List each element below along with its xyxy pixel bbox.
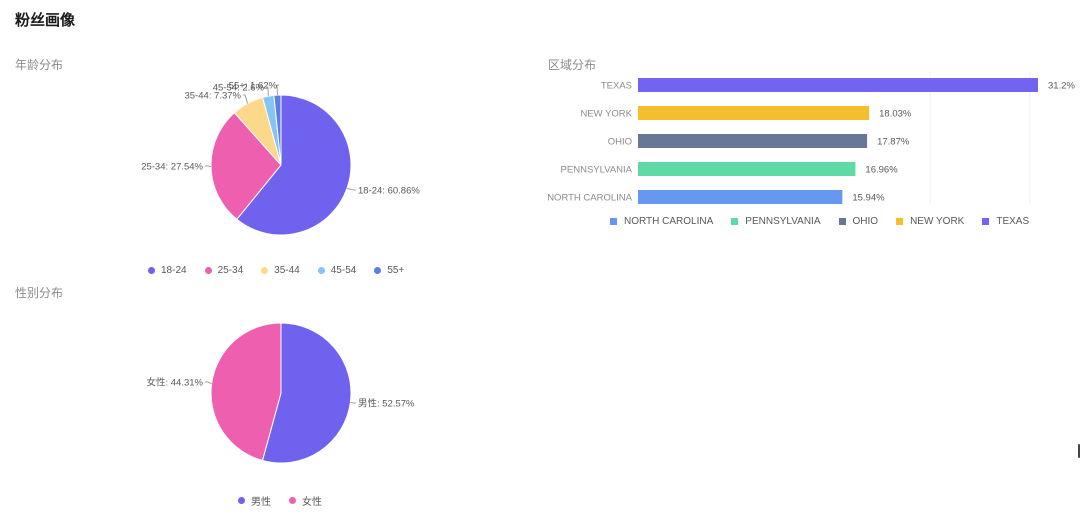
legend-marker	[148, 267, 155, 274]
legend-marker	[204, 267, 212, 274]
legend-label: 45-54	[330, 265, 357, 276]
age-legend-item-3[interactable]: 45-54	[317, 265, 357, 276]
gender-section-title: 性别分布	[15, 286, 64, 300]
legend-label: 男性	[251, 497, 271, 508]
age-slice-label-3: 45-54: 2.6%	[213, 83, 265, 94]
page-title: 粉丝画像	[15, 12, 76, 29]
legend-label: NEW YORK	[910, 216, 965, 227]
legend-marker	[317, 267, 325, 274]
age-section-title: 年龄分布	[15, 58, 64, 72]
legend-marker	[731, 218, 739, 225]
legend-marker	[374, 267, 382, 274]
legend-marker	[289, 497, 296, 504]
region-legend-item-2[interactable]: OHIO	[838, 216, 879, 227]
age-legend-item-2[interactable]: 35-44	[261, 265, 300, 276]
legend-marker	[261, 267, 269, 274]
region-category-label-0: TEXAS	[601, 81, 632, 92]
gender-legend-item-1[interactable]: 女性	[289, 493, 322, 508]
region-bar-1[interactable]	[638, 106, 870, 120]
age-slice-label-0: 18-24: 60.86%	[358, 186, 420, 197]
legend-marker	[238, 497, 245, 504]
region-value-label-4: 15.94%	[852, 193, 885, 204]
gender-leader-line-0	[350, 401, 356, 404]
age-slice-label-1: 25-34: 27.54%	[141, 162, 203, 173]
age-legend-item-1[interactable]: 25-34	[204, 265, 244, 276]
age-slice-label-4: 55+: 1.62%	[229, 81, 278, 92]
region-value-label-0: 31.2%	[1048, 81, 1075, 92]
gender-slice-1[interactable]	[210, 322, 282, 462]
region-legend-item-3[interactable]: NEW YORK	[896, 216, 964, 227]
legend-label: 55+	[387, 265, 405, 276]
legend-label: TEXAS	[996, 216, 1030, 227]
age-slice-label-2: 35-44: 7.37%	[184, 91, 241, 102]
gender-slice-label-1: 女性: 44.31%	[147, 377, 204, 389]
region-legend-item-1[interactable]: PENNSYLVANIA	[731, 216, 821, 227]
legend-label: 女性	[302, 497, 322, 508]
age-leader-line-4	[276, 84, 279, 96]
age-leader-line-3	[266, 86, 269, 97]
age-legend-item-0[interactable]: 18-24	[148, 265, 187, 276]
region-legend-item-0[interactable]: NORTH CAROLINA	[610, 216, 713, 227]
region-bar-3[interactable]	[638, 162, 856, 176]
age-slice-0[interactable]	[236, 94, 352, 236]
region-value-label-1: 18.03%	[879, 109, 912, 120]
legend-label: OHIO	[852, 216, 879, 227]
region-legend-item-4[interactable]: TEXAS	[982, 216, 1029, 227]
age-leader-line-1	[205, 165, 212, 167]
region-bar-0[interactable]	[638, 78, 1038, 92]
region-bar-4[interactable]	[638, 190, 843, 204]
region-category-label-1: NEW YORK	[580, 109, 632, 120]
region-category-label-3: PENNSYLVANIA	[561, 165, 633, 176]
gender-slice-label-0: 男性: 52.57%	[358, 398, 415, 410]
gender-slice-0[interactable]	[261, 322, 352, 464]
gender-leader-line-1	[205, 381, 212, 385]
legend-marker	[896, 218, 904, 225]
region-category-label-4: NORTH CAROLINA	[547, 193, 632, 204]
region-category-label-2: OHIO	[608, 137, 632, 148]
legend-marker	[982, 218, 990, 225]
legend-label: 35-44	[274, 265, 300, 276]
legend-label: PENNSYLVANIA	[745, 216, 821, 227]
age-leader-line-0	[346, 188, 356, 191]
legend-label: NORTH CAROLINA	[624, 216, 714, 227]
region-value-label-2: 17.87%	[877, 137, 910, 148]
age-legend: 18-24 25-34 35-44 45-54 55+	[148, 265, 422, 276]
scrollbar-thumb[interactable]	[1078, 444, 1080, 458]
age-leader-line-2	[243, 94, 249, 104]
region-legend: NORTH CAROLINA PENNSYLVANIA OHIO NEW YORK TE…	[610, 216, 1047, 227]
age-legend-item-4[interactable]: 55+	[374, 265, 404, 276]
legend-label: 25-34	[217, 265, 244, 276]
region-section-title: 区域分布	[548, 58, 597, 72]
gender-legend: 男性 女性	[238, 493, 340, 508]
region-value-label-3: 16.96%	[865, 165, 898, 176]
age-slice-1[interactable]	[210, 112, 282, 221]
legend-label: 18-24	[161, 265, 187, 276]
gender-legend-item-0[interactable]: 男性	[238, 493, 271, 508]
legend-marker	[610, 218, 617, 225]
region-bar-2[interactable]	[638, 134, 868, 148]
legend-marker	[838, 218, 846, 225]
